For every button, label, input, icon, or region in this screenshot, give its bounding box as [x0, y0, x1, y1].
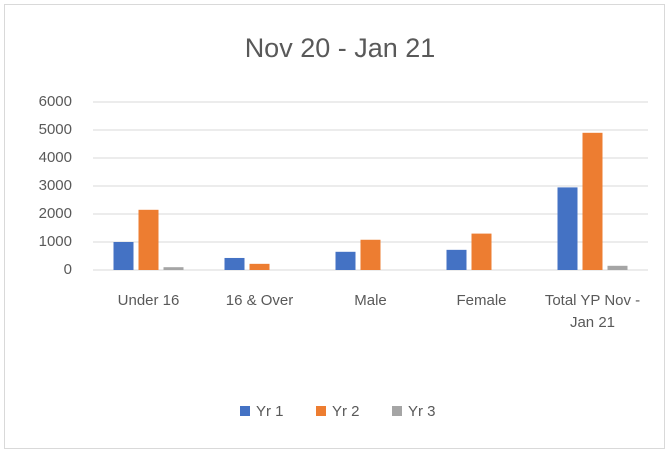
bar: [582, 132, 603, 270]
bar: [335, 251, 356, 270]
legend-label: Yr 3: [408, 403, 436, 420]
bar: [224, 257, 245, 270]
bar: [446, 249, 467, 270]
bar: [249, 263, 270, 270]
y-tick-label: 5000: [39, 121, 72, 138]
chart-title: Nov 20 - Jan 21: [245, 33, 436, 63]
y-tick-label: 1000: [39, 233, 72, 250]
legend-label: Yr 1: [256, 403, 284, 420]
bar: [471, 233, 492, 270]
x-tick-label: 16 & Over: [225, 292, 294, 309]
bar: [138, 209, 159, 270]
bar: [557, 187, 578, 270]
legend-swatch: [240, 406, 250, 416]
x-tick-label: Total YP Nov - Jan 21: [544, 292, 641, 331]
y-tick-label: 6000: [39, 93, 72, 110]
y-tick-label: 4000: [39, 149, 72, 166]
bar: [163, 267, 184, 270]
y-tick-label: 2000: [39, 205, 72, 222]
bar: [113, 242, 134, 270]
x-tick-label: Female: [456, 292, 507, 309]
bar: [360, 239, 381, 270]
y-tick-label: 3000: [39, 177, 72, 194]
legend-label: Yr 2: [332, 403, 360, 420]
legend-swatch: [316, 406, 326, 416]
chart-border: [4, 4, 665, 449]
x-tick-label: Male: [354, 292, 387, 309]
y-tick-label: 0: [64, 261, 72, 278]
legend-swatch: [392, 406, 402, 416]
bar: [607, 265, 628, 270]
x-tick-label: Under 16: [117, 292, 180, 309]
